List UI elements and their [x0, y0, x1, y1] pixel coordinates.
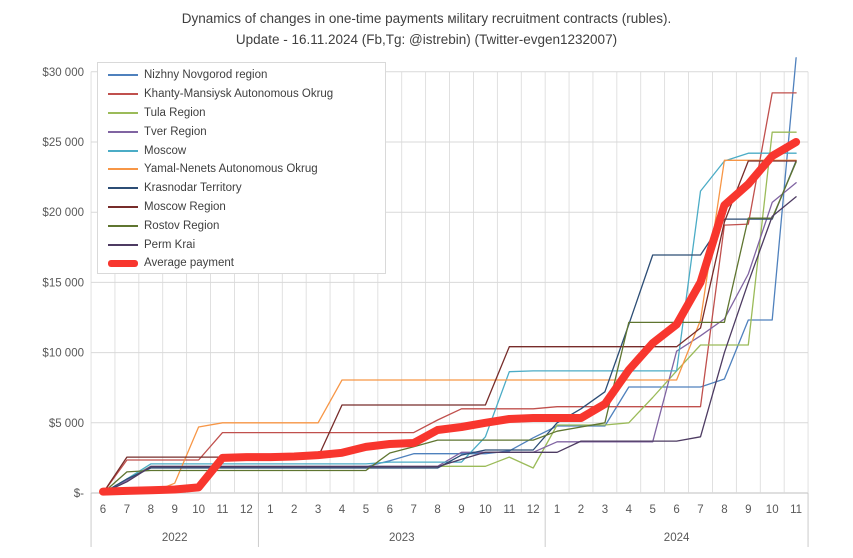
x-tick-label: 9 — [171, 504, 177, 516]
y-tick-label: $15 000 — [42, 277, 84, 289]
legend-label: Average payment — [144, 257, 234, 270]
legend-item-tver-region[interactable]: Tver Region — [108, 122, 385, 141]
chart-title: Dynamics of changes in one-time payments… — [0, 9, 853, 51]
y-tick-label: $- — [74, 488, 84, 500]
legend-item-rostov-region[interactable]: Rostov Region — [108, 216, 385, 235]
x-tick-label: 6 — [673, 504, 679, 516]
y-tick-label: $25 000 — [42, 137, 84, 149]
legend-label: Moscow — [144, 144, 187, 157]
x-tick-label: 2 — [578, 504, 584, 516]
legend-label: Nizhny Novgorod region — [144, 69, 268, 82]
legend-label: Krasnodar Territory — [144, 182, 242, 195]
y-tick-label: $5 000 — [49, 418, 84, 430]
chart-legend: Nizhny Novgorod region Khanty-Mansiysk Au… — [97, 62, 386, 274]
legend-swatch-krasnodar-territory — [108, 187, 138, 190]
x-tick-label: 9 — [745, 504, 751, 516]
x-tick-label: 8 — [434, 504, 440, 516]
x-tick-label: 8 — [721, 504, 727, 516]
x-axis-year-labels: 2022 2023 2024 — [90, 493, 809, 547]
year-label: 2023 — [389, 532, 415, 544]
legend-swatch-average-payment — [108, 259, 138, 267]
x-tick-label: 5 — [363, 504, 369, 516]
legend-label: Perm Krai — [144, 238, 196, 251]
x-tick-label: 11 — [217, 504, 229, 516]
legend-swatch-tula-region — [108, 111, 138, 114]
x-tick-label: 11 — [790, 504, 802, 516]
legend-label: Tver Region — [144, 125, 207, 138]
year-label: 2024 — [664, 532, 690, 544]
x-tick-label: 6 — [387, 504, 393, 516]
legend-swatch-nizhny-novgorod-region — [108, 74, 138, 77]
x-tick-label: 12 — [527, 504, 540, 516]
legend-label: Yamal-Nenets Autonomous Okrug — [144, 163, 318, 176]
x-tick-label: 4 — [626, 504, 633, 516]
legend-swatch-khanty-mansiysk-autonomous-okrug — [108, 93, 138, 96]
legend-swatch-rostov-region — [108, 224, 138, 227]
legend-swatch-tver-region — [108, 130, 138, 133]
x-tick-label: 12 — [240, 504, 253, 516]
chart-title-line1: Dynamics of changes in one-time payments… — [181, 11, 672, 26]
x-tick-label: 4 — [339, 504, 346, 516]
y-tick-label: $10 000 — [42, 348, 84, 360]
x-tick-label: 7 — [410, 504, 416, 516]
legend-swatch-moscow-region — [108, 205, 138, 208]
x-tick-label: 7 — [124, 504, 130, 516]
x-tick-label: 10 — [192, 504, 205, 516]
x-tick-label: 10 — [766, 504, 779, 516]
legend-item-perm-krai[interactable]: Perm Krai — [108, 235, 385, 254]
legend-label: Tula Region — [144, 106, 206, 119]
legend-item-moscow[interactable]: Moscow — [108, 141, 385, 160]
x-tick-label: 10 — [479, 504, 492, 516]
x-tick-label: 9 — [458, 504, 464, 516]
x-tick-label: 7 — [697, 504, 703, 516]
x-tick-label: 3 — [602, 504, 608, 516]
y-tick-label: $30 000 — [42, 67, 84, 79]
x-axis-month-labels: 6 7 8 9 10 11 12 1 2 3 4 5 6 7 8 9 10 11 12 1 2 3 4 5 6 7 8 9 10 11 — [100, 504, 802, 516]
x-tick-label: 3 — [315, 504, 321, 516]
x-tick-label: 1 — [554, 504, 560, 516]
series-line-khanty-mansiysk-autonomous-okrug[interactable] — [102, 92, 797, 494]
series-line-yamal-nenets-autonomous-okrug[interactable] — [102, 159, 797, 494]
legend-item-nizhny-novgorod-region[interactable]: Nizhny Novgorod region — [108, 66, 385, 85]
legend-swatch-perm-krai — [108, 243, 138, 246]
legend-label: Rostov Region — [144, 219, 220, 232]
x-tick-label: 6 — [100, 504, 106, 516]
x-tick-label: 8 — [148, 504, 154, 516]
legend-swatch-moscow — [108, 149, 138, 152]
legend-item-yamal-nenets-autonomous-okrug[interactable]: Yamal-Nenets Autonomous Okrug — [108, 160, 385, 179]
legend-item-moscow-region[interactable]: Moscow Region — [108, 198, 385, 217]
y-axis-labels: $- $5 000 $10 000 $15 000 $20 000 $25 000 $30 … — [42, 67, 84, 500]
x-tick-label: 11 — [503, 504, 515, 516]
series-line-average-payment[interactable] — [99, 138, 801, 496]
x-tick-label: 5 — [649, 504, 655, 516]
y-tick-label: $20 000 — [42, 207, 84, 219]
legend-item-tula-region[interactable]: Tula Region — [108, 104, 385, 123]
chart-title-line2: Update - 16.11.2024 (Fb,Tg: @istrebin) (… — [235, 31, 618, 47]
year-label: 2022 — [162, 532, 188, 544]
legend-item-krasnodar-territory[interactable]: Krasnodar Territory — [108, 179, 385, 198]
x-tick-label: 1 — [267, 504, 273, 516]
legend-item-khanty-mansiysk-autonomous-okrug[interactable]: Khanty-Mansiysk Autonomous Okrug — [108, 85, 385, 104]
x-tick-label: 2 — [291, 504, 297, 516]
legend-label: Khanty-Mansiysk Autonomous Okrug — [144, 88, 334, 101]
legend-label: Moscow Region — [144, 200, 226, 213]
legend-item-average-payment[interactable]: Average payment — [108, 254, 385, 273]
series-lines — [99, 57, 801, 496]
legend-swatch-yamal-nenets-autonomous-okrug — [108, 168, 138, 171]
